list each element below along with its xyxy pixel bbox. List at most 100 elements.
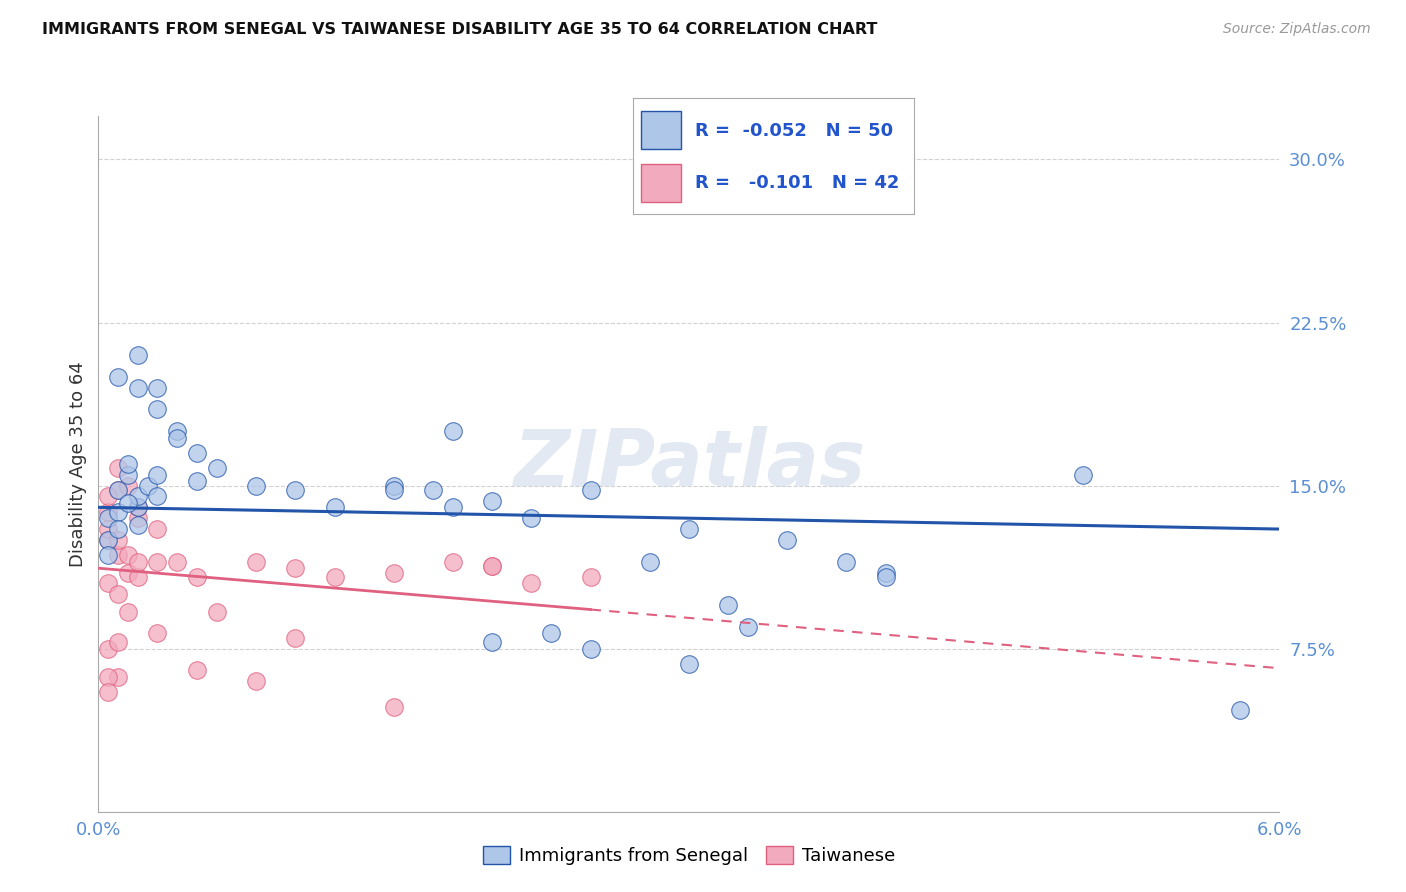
Point	[107, 522, 129, 536]
Point	[835, 555, 858, 569]
Point	[186, 446, 208, 460]
Point	[146, 402, 169, 417]
Point	[97, 490, 120, 504]
Point	[678, 522, 700, 536]
Text: R =  -0.052   N = 50: R = -0.052 N = 50	[695, 121, 893, 139]
Point	[737, 620, 759, 634]
Point	[186, 570, 208, 584]
Point	[127, 381, 149, 395]
Point	[382, 483, 405, 497]
Point	[97, 576, 120, 591]
Point	[107, 548, 129, 562]
Point	[166, 424, 188, 438]
Point	[205, 461, 228, 475]
Point	[127, 500, 149, 515]
Point	[166, 431, 188, 445]
Point	[107, 635, 129, 649]
Point	[520, 576, 543, 591]
Point	[97, 533, 120, 547]
Point	[245, 674, 267, 689]
Point	[97, 685, 120, 699]
Legend: Immigrants from Senegal, Taiwanese: Immigrants from Senegal, Taiwanese	[475, 838, 903, 872]
Point	[107, 670, 129, 684]
Point	[146, 467, 169, 482]
Point	[146, 626, 169, 640]
Point	[284, 631, 307, 645]
Point	[245, 555, 267, 569]
Point	[107, 461, 129, 475]
Point	[117, 548, 139, 562]
Point	[107, 369, 129, 384]
Text: IMMIGRANTS FROM SENEGAL VS TAIWANESE DISABILITY AGE 35 TO 64 CORRELATION CHART: IMMIGRANTS FROM SENEGAL VS TAIWANESE DIS…	[42, 22, 877, 37]
Point	[186, 664, 208, 678]
Point	[107, 483, 129, 497]
Point	[717, 598, 740, 612]
Point	[422, 483, 444, 497]
Point	[127, 490, 149, 504]
Point	[441, 500, 464, 515]
Point	[146, 522, 169, 536]
Point	[481, 559, 503, 574]
Point	[117, 457, 139, 471]
Point	[127, 555, 149, 569]
Point	[97, 511, 120, 525]
Point	[678, 657, 700, 671]
Point	[875, 570, 897, 584]
Point	[382, 700, 405, 714]
Point	[127, 500, 149, 515]
Y-axis label: Disability Age 35 to 64: Disability Age 35 to 64	[69, 361, 87, 566]
Point	[323, 570, 346, 584]
Point	[579, 483, 602, 497]
Text: Source: ZipAtlas.com: Source: ZipAtlas.com	[1223, 22, 1371, 37]
Point	[579, 641, 602, 656]
Point	[638, 555, 661, 569]
Point	[441, 555, 464, 569]
Point	[97, 670, 120, 684]
Point	[481, 559, 503, 574]
Point	[481, 493, 503, 508]
Point	[146, 381, 169, 395]
Point	[117, 478, 139, 492]
Point	[107, 533, 129, 547]
Point	[117, 605, 139, 619]
Point	[97, 641, 120, 656]
Point	[540, 626, 562, 640]
Point	[1229, 702, 1251, 716]
Point	[107, 587, 129, 601]
Point	[97, 522, 120, 536]
Point	[382, 478, 405, 492]
Point	[127, 517, 149, 532]
Text: ZIPatlas: ZIPatlas	[513, 425, 865, 502]
Point	[186, 475, 208, 489]
Point	[776, 533, 799, 547]
Text: R =   -0.101   N = 42: R = -0.101 N = 42	[695, 174, 898, 192]
Point	[382, 566, 405, 580]
Point	[97, 533, 120, 547]
Point	[284, 561, 307, 575]
Point	[127, 570, 149, 584]
Point	[481, 635, 503, 649]
Point	[1071, 467, 1094, 482]
Point	[323, 500, 346, 515]
Point	[146, 555, 169, 569]
Point	[97, 548, 120, 562]
Point	[875, 566, 897, 580]
Point	[520, 511, 543, 525]
Point	[441, 424, 464, 438]
Point	[205, 605, 228, 619]
Point	[146, 490, 169, 504]
Bar	[641, 164, 681, 202]
Point	[579, 570, 602, 584]
Point	[107, 505, 129, 519]
Point	[97, 505, 120, 519]
Point	[136, 478, 159, 492]
Point	[127, 511, 149, 525]
Point	[284, 483, 307, 497]
Point	[117, 496, 139, 510]
Point	[107, 483, 129, 497]
Point	[245, 478, 267, 492]
Point	[127, 348, 149, 362]
Bar	[641, 111, 681, 149]
Point	[117, 467, 139, 482]
Point	[166, 555, 188, 569]
